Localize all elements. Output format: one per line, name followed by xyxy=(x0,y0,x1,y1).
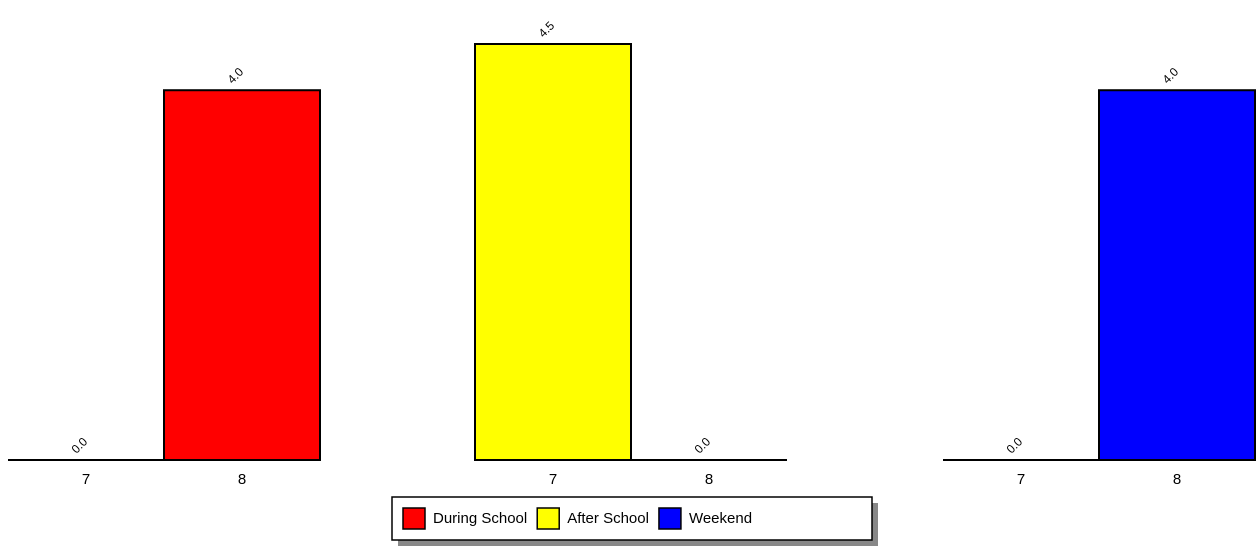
value-label: 0.0 xyxy=(1004,434,1026,456)
x-tick-label: 8 xyxy=(705,471,713,488)
bar xyxy=(474,43,632,461)
legend-label: After School xyxy=(567,510,649,527)
legend-swatch xyxy=(536,507,560,530)
legend xyxy=(391,496,873,541)
value-label: 0.0 xyxy=(69,434,91,456)
x-tick-label: 7 xyxy=(1017,471,1025,488)
value-label: 4.0 xyxy=(225,65,247,87)
bar xyxy=(1098,89,1256,461)
x-tick-label: 7 xyxy=(82,471,90,488)
x-tick-label: 8 xyxy=(1173,471,1181,488)
x-tick-label: 7 xyxy=(549,471,557,488)
legend-label: During School xyxy=(433,510,527,527)
value-label: 4.0 xyxy=(1160,65,1182,87)
legend-swatch xyxy=(402,507,426,530)
legend-label: Weekend xyxy=(689,510,752,527)
value-label: 4.5 xyxy=(536,18,558,40)
bar xyxy=(163,89,321,461)
value-label: 0.0 xyxy=(692,434,714,456)
legend-swatch xyxy=(658,507,682,530)
x-tick-label: 8 xyxy=(238,471,246,488)
